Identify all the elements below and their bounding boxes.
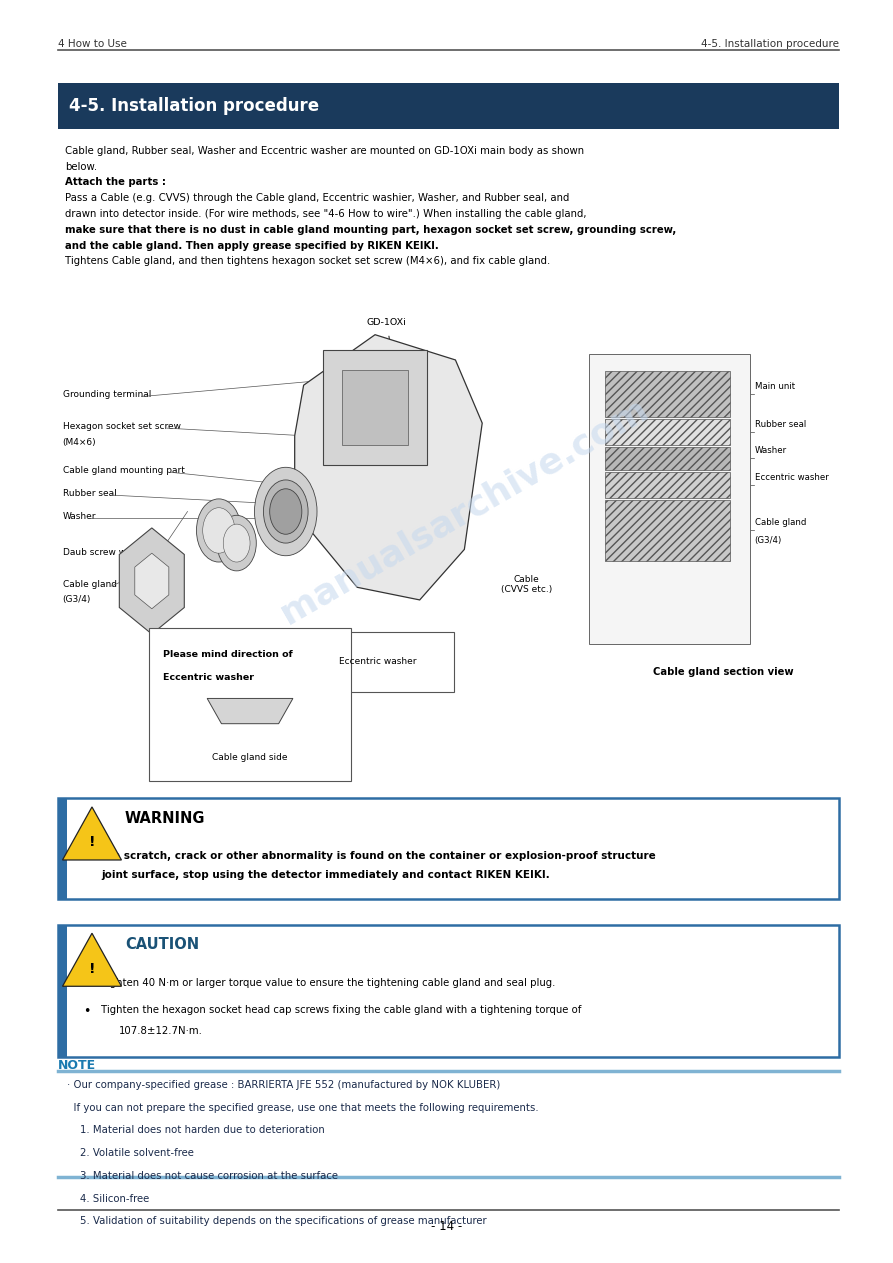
Text: •: •: [83, 851, 91, 864]
Text: Washer side: Washer side: [222, 707, 278, 716]
Text: 3. Material does not cause corrosion at the surface: 3. Material does not cause corrosion at …: [67, 1171, 338, 1181]
Text: drawn into detector inside. (For wire methods, see "4-6 How to wire".) When inst: drawn into detector inside. (For wire me…: [65, 208, 587, 218]
Text: 4 How to Use: 4 How to Use: [58, 39, 127, 48]
Polygon shape: [295, 335, 482, 600]
Text: Cable gland: Cable gland: [63, 580, 116, 589]
Circle shape: [255, 467, 317, 556]
Polygon shape: [135, 553, 169, 609]
Text: below.: below.: [65, 162, 97, 172]
Text: Washer: Washer: [755, 446, 787, 456]
Text: (G3/4): (G3/4): [755, 536, 782, 546]
Circle shape: [217, 515, 256, 571]
FancyBboxPatch shape: [323, 350, 427, 465]
Text: (G3/4): (G3/4): [63, 595, 91, 604]
Text: Main unit: Main unit: [755, 381, 795, 392]
FancyBboxPatch shape: [58, 798, 67, 899]
Polygon shape: [207, 698, 293, 724]
Text: CAUTION: CAUTION: [125, 937, 199, 952]
FancyBboxPatch shape: [605, 371, 730, 417]
Text: !: !: [88, 835, 96, 850]
FancyBboxPatch shape: [301, 632, 454, 692]
FancyBboxPatch shape: [58, 925, 839, 1057]
FancyBboxPatch shape: [149, 628, 351, 781]
Text: Eccentric washer: Eccentric washer: [755, 472, 829, 482]
Circle shape: [196, 499, 241, 562]
Polygon shape: [63, 807, 121, 860]
Text: Eccentric washer: Eccentric washer: [338, 657, 416, 667]
Text: Pass a Cable (e.g. CVVS) through the Cable gland, Eccentric washier, Washer, and: Pass a Cable (e.g. CVVS) through the Cab…: [65, 193, 570, 203]
FancyBboxPatch shape: [58, 83, 839, 129]
Circle shape: [263, 480, 308, 543]
Text: Tightens Cable gland, and then tightens hexagon socket set screw (M4×6), and fix: Tightens Cable gland, and then tightens …: [65, 256, 550, 266]
Text: If you can not prepare the specified grease, use one that meets the following re: If you can not prepare the specified gre…: [67, 1103, 538, 1113]
Text: Daub screw with grease: Daub screw with grease: [63, 548, 171, 557]
Text: !: !: [88, 961, 96, 976]
Text: WARNING: WARNING: [125, 811, 205, 826]
Text: Rubber seal: Rubber seal: [755, 419, 805, 429]
Text: (M4×6): (M4×6): [63, 438, 96, 447]
Text: Attach the parts :: Attach the parts :: [65, 177, 166, 187]
Text: manualsarchive.com: manualsarchive.com: [274, 392, 655, 632]
Text: - 14 -: - 14 -: [431, 1220, 462, 1233]
Circle shape: [270, 489, 302, 534]
FancyBboxPatch shape: [589, 354, 750, 644]
Text: Rubber seal: Rubber seal: [63, 489, 116, 498]
Text: 4-5. Installation procedure: 4-5. Installation procedure: [69, 97, 319, 115]
Text: Eccentric washer: Eccentric washer: [163, 673, 254, 682]
Text: Tighten 40 N·m or larger torque value to ensure the tightening cable gland and s: Tighten 40 N·m or larger torque value to…: [101, 978, 555, 988]
Text: Cable gland side: Cable gland side: [213, 753, 288, 762]
Text: Hexagon socket set screw: Hexagon socket set screw: [63, 422, 180, 431]
FancyBboxPatch shape: [605, 419, 730, 445]
Text: 4. Silicon-free: 4. Silicon-free: [67, 1194, 149, 1204]
Circle shape: [223, 524, 250, 562]
Text: 2. Volatile solvent-free: 2. Volatile solvent-free: [67, 1148, 194, 1158]
Text: GD-1OXi: GD-1OXi: [366, 318, 406, 327]
Text: joint surface, stop using the detector immediately and contact RIKEN KEIKI.: joint surface, stop using the detector i…: [101, 869, 550, 879]
Text: Cable gland section view: Cable gland section view: [653, 667, 794, 677]
Text: NOTE: NOTE: [58, 1060, 96, 1072]
Text: Washer: Washer: [63, 512, 96, 520]
Text: Cable gland, Rubber seal, Washer and Eccentric washer are mounted on GD-1OXi mai: Cable gland, Rubber seal, Washer and Ecc…: [65, 145, 584, 155]
Text: If a scratch, crack or other abnormality is found on the container or explosion-: If a scratch, crack or other abnormality…: [101, 851, 655, 861]
Text: · Our company-specified grease : BARRIERTA JFE 552 (manufactured by NOK KLUBER): · Our company-specified grease : BARRIER…: [67, 1080, 500, 1090]
Text: 1. Material does not harden due to deterioration: 1. Material does not harden due to deter…: [67, 1125, 325, 1135]
Polygon shape: [63, 933, 121, 986]
Text: Please mind direction of: Please mind direction of: [163, 650, 292, 659]
FancyBboxPatch shape: [605, 472, 730, 498]
FancyBboxPatch shape: [58, 925, 67, 1057]
Text: •: •: [83, 978, 90, 990]
Text: Cable gland: Cable gland: [755, 518, 806, 528]
FancyBboxPatch shape: [342, 370, 408, 445]
Circle shape: [203, 508, 235, 553]
Text: 107.8±12.7N·m.: 107.8±12.7N·m.: [119, 1026, 203, 1036]
Text: Tighten the hexagon socket head cap screws fixing the cable gland with a tighten: Tighten the hexagon socket head cap scre…: [101, 1005, 581, 1015]
FancyBboxPatch shape: [605, 447, 730, 470]
Text: Grounding terminal: Grounding terminal: [63, 390, 151, 399]
Text: 5. Validation of suitability depends on the specifications of grease manufacture: 5. Validation of suitability depends on …: [67, 1216, 487, 1226]
Text: 4-5. Installation procedure: 4-5. Installation procedure: [701, 39, 839, 48]
Polygon shape: [120, 528, 184, 634]
FancyBboxPatch shape: [605, 500, 730, 561]
Text: Cable
(CVVS etc.): Cable (CVVS etc.): [501, 575, 553, 594]
FancyBboxPatch shape: [58, 798, 839, 899]
Text: and the cable gland. Then apply grease specified by RIKEN KEIKI.: and the cable gland. Then apply grease s…: [65, 240, 439, 250]
Text: •: •: [83, 1005, 90, 1018]
Text: Cable gland mounting part: Cable gland mounting part: [63, 466, 184, 475]
Text: make sure that there is no dust in cable gland mounting part, hexagon socket set: make sure that there is no dust in cable…: [65, 225, 676, 235]
